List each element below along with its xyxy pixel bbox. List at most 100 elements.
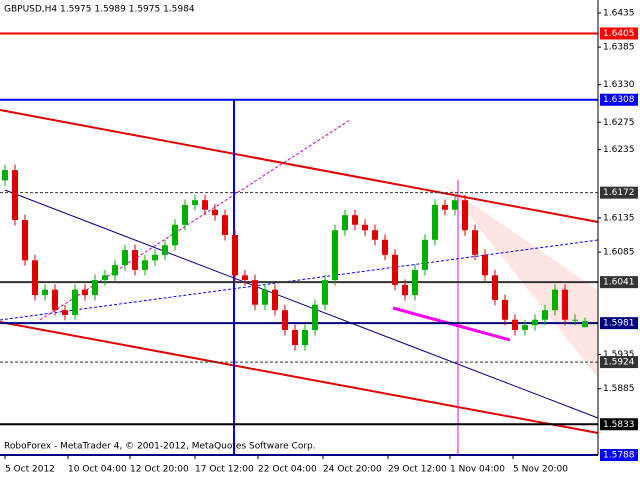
- candle-body: [532, 319, 538, 326]
- candle-body: [312, 304, 318, 330]
- candle-body: [12, 170, 18, 220]
- candle-body: [342, 215, 348, 231]
- candle-body: [52, 289, 58, 311]
- candle-body: [242, 275, 248, 281]
- level-label: 1.5788: [603, 451, 635, 461]
- candle-body: [282, 310, 288, 330]
- candle-body: [102, 275, 108, 281]
- x-tick-label: 10 Oct 04:00: [68, 465, 127, 475]
- level-label: 1.6405: [603, 29, 635, 39]
- level-label-box: [600, 93, 638, 106]
- candle-body: [302, 329, 308, 346]
- y-tick-label: 1.6435: [603, 8, 635, 18]
- candle-body: [512, 319, 518, 330]
- level-label-box: [600, 418, 638, 431]
- candle-body: [322, 280, 328, 305]
- level-label: 1.5924: [603, 358, 635, 368]
- x-tick-label: 17 Oct 12:00: [195, 465, 254, 475]
- y-tick-label: 1.6235: [603, 145, 635, 155]
- level-label: 1.6172: [603, 188, 635, 198]
- candle-body: [572, 319, 578, 321]
- candle-body: [212, 209, 218, 216]
- x-tick-label: 5 Nov 20:00: [513, 465, 568, 475]
- candle-body: [412, 269, 418, 296]
- candle-body: [72, 289, 78, 315]
- x-tick-label: 5 Oct 2012: [5, 465, 55, 475]
- candle-body: [392, 254, 398, 285]
- footer: RoboForex - MetaTrader 4, © 2001-2012, M…: [4, 442, 316, 452]
- candle-body: [542, 310, 548, 320]
- candle-body: [192, 200, 198, 205]
- candle-body: [462, 200, 468, 231]
- candle-body: [582, 321, 588, 328]
- candle-body: [292, 329, 298, 346]
- candles: [2, 164, 588, 351]
- level-label: 1.5833: [603, 420, 635, 430]
- y-tick-label: 1.6275: [603, 118, 635, 128]
- candle-body: [492, 275, 498, 300]
- candle-body: [152, 254, 158, 261]
- candle-body: [162, 245, 168, 255]
- candle-body: [252, 280, 258, 305]
- level-label-box: [600, 449, 638, 461]
- y-tick-label: 1.6330: [603, 80, 635, 90]
- candle-body: [142, 260, 148, 270]
- chart-title: GBPUSD,H4 1.5975 1.5989 1.5975 1.5984: [4, 5, 195, 15]
- candle-body: [172, 224, 178, 246]
- candle-body: [442, 204, 448, 210]
- y-tick-label: 1.6385: [603, 43, 635, 53]
- candle-body: [42, 289, 48, 296]
- candle-body: [232, 235, 238, 276]
- x-tick-label: 12 Oct 20:00: [130, 465, 189, 475]
- channel-bottom: [0, 321, 599, 434]
- candle-body: [422, 239, 428, 270]
- level-label: 1.6041: [603, 278, 635, 288]
- candle-body: [432, 204, 438, 240]
- candle-body: [122, 250, 128, 266]
- candle-body: [382, 239, 388, 255]
- x-tick-label: 24 Oct 20:00: [323, 465, 382, 475]
- trend-line: [4, 189, 599, 419]
- candle-body: [502, 299, 508, 320]
- candle-body: [402, 284, 408, 296]
- level-label: 1.5981: [603, 319, 635, 329]
- candle-body: [452, 200, 458, 210]
- candle-body: [62, 310, 68, 315]
- candle-body: [472, 230, 478, 255]
- trend-line: [39, 119, 351, 321]
- candle-body: [132, 250, 138, 270]
- candle-body: [352, 215, 358, 225]
- axes: 1.6435 1.6385 1.6330 1.6275 1.6235 1.6135 1.60…: [4, 8, 638, 475]
- candle-body: [202, 200, 208, 210]
- y-tick-label: 1.6085: [603, 248, 635, 258]
- candle-body: [552, 289, 558, 311]
- candle-body: [372, 230, 378, 240]
- candle-body: [32, 260, 38, 296]
- candle-body: [182, 204, 188, 225]
- x-tick-label: 22 Oct 04:00: [258, 465, 317, 475]
- trend-line: [0, 239, 599, 321]
- y-tick-label: 1.6135: [603, 213, 635, 223]
- candle-body: [332, 230, 338, 281]
- x-tick-label: 29 Oct 12:00: [388, 465, 447, 475]
- candle-body: [92, 280, 98, 296]
- candle-body: [262, 289, 268, 305]
- channel-top: [0, 109, 599, 223]
- x-tick-label: 1 Nov 04:00: [450, 465, 505, 475]
- level-label-box: [600, 27, 638, 40]
- candle-body: [562, 289, 568, 320]
- level-label-box: [600, 276, 638, 289]
- level-label-box: [600, 356, 638, 369]
- candle-body: [222, 215, 228, 236]
- candle-body: [112, 265, 118, 276]
- level-label: 1.6308: [603, 95, 635, 105]
- candle-body: [482, 254, 488, 276]
- candle-body: [2, 170, 8, 181]
- candle-body: [362, 224, 368, 231]
- level-label-box: [600, 317, 638, 330]
- y-tick-label: 1.5885: [603, 384, 635, 394]
- y-tick-label: 1.5935: [603, 350, 635, 360]
- candle-body: [22, 219, 28, 261]
- candle-body: [82, 289, 88, 296]
